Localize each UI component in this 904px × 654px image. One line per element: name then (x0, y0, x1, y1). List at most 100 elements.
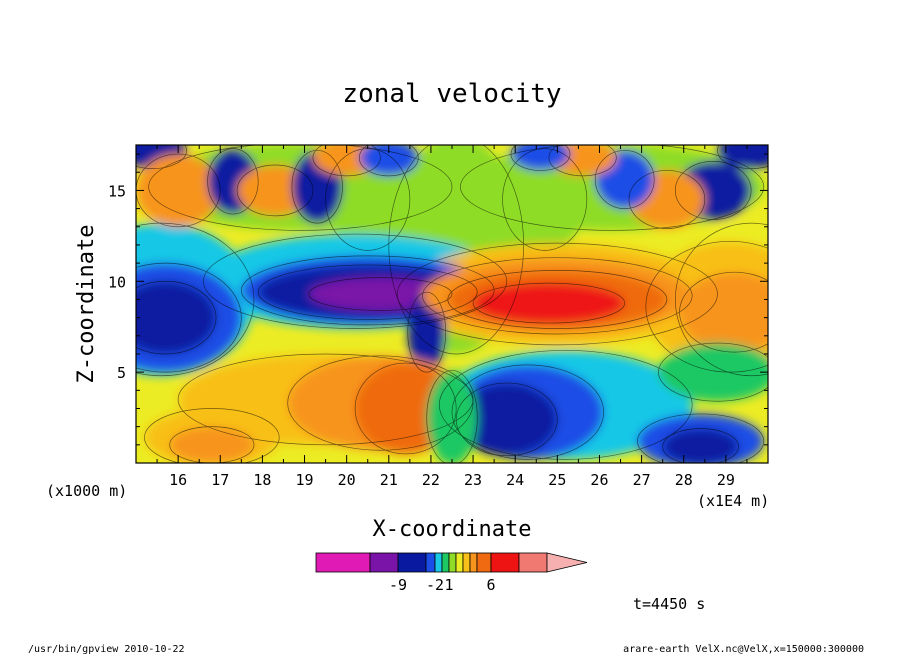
contour-lines (136, 145, 768, 463)
colorbar-label: -9 (389, 576, 407, 594)
contour-line (510, 145, 571, 171)
colorbar-segment (490, 552, 520, 573)
contour-line (426, 369, 478, 463)
time-label: t=4450 s (633, 595, 705, 613)
x-tick-label: 23 (464, 471, 482, 489)
y-axis: 5 10 15 (108, 153, 768, 446)
colorbar-segment (455, 552, 464, 573)
colorbar-label: 1 (444, 576, 453, 594)
contour-line (407, 291, 447, 373)
contour-line (136, 262, 242, 373)
contour-region (136, 281, 217, 354)
plot-area (136, 145, 768, 463)
contour-line (637, 413, 765, 463)
contour-region (679, 272, 768, 353)
contour-line (257, 264, 478, 320)
contour-region (473, 283, 625, 324)
contour-line (236, 164, 314, 217)
colorbar-segment (462, 552, 471, 573)
x-axis: 16 17 18 19 20 21 22 23 24 25 26 27 28 29 (156, 145, 748, 489)
x-unit-right: (x1E4 m) (697, 492, 769, 510)
colorbar-segment (448, 552, 457, 573)
contour-line (203, 233, 508, 329)
contour-region (717, 145, 768, 169)
x-tick-label: 29 (717, 471, 735, 489)
x-tick-label: 22 (422, 471, 440, 489)
contour-line (136, 145, 187, 169)
contour-line (136, 222, 255, 377)
x-tick-label: 25 (548, 471, 566, 489)
contour-line (645, 240, 768, 373)
y-axis-title: Z-coordinate (74, 225, 99, 384)
contour-line (422, 257, 693, 335)
contour-line (354, 362, 457, 455)
chart-title: zonal velocity (342, 79, 561, 109)
x-axis-title: X-coordinate (373, 517, 532, 542)
x-tick-label: 20 (338, 471, 356, 489)
colorbar-segment (369, 552, 399, 573)
colorbar: -9 -2 1 6 (315, 552, 588, 594)
x-tick-label: 26 (590, 471, 608, 489)
contour-line (136, 153, 221, 228)
colorbar-segment (441, 552, 450, 573)
colorbar-extend-arrow (546, 552, 588, 573)
contour-line (240, 255, 495, 326)
contour-line (144, 408, 280, 463)
contour-line (460, 145, 765, 231)
colorbar-segment (425, 552, 436, 573)
contour-line (548, 145, 617, 177)
y-tick-label: 15 (108, 182, 126, 200)
colorbar-segment (518, 552, 548, 573)
colorbar-label: 6 (486, 576, 495, 594)
colorbar-segment (434, 552, 443, 573)
contour-region (510, 145, 570, 171)
contour-line (502, 148, 588, 251)
contour-line (717, 145, 768, 169)
x-tick-label: 28 (675, 471, 693, 489)
x-tick-label: 27 (633, 471, 651, 489)
contour-line (312, 145, 381, 177)
contour-line (451, 364, 605, 460)
x-tick-label: 21 (380, 471, 398, 489)
contour-line (169, 426, 255, 463)
contour-line (455, 382, 558, 457)
contour-line (472, 282, 626, 324)
colorbar-segment (469, 552, 478, 573)
contour-line (447, 270, 668, 329)
contour-line (594, 150, 655, 209)
contour-line (308, 277, 453, 311)
contour-region (502, 148, 587, 251)
contour-region (456, 383, 558, 456)
contour-line (358, 145, 419, 177)
contour-line (287, 355, 474, 451)
contour-line (388, 145, 524, 355)
contour-line (207, 148, 259, 215)
colorbar-segment (476, 552, 492, 573)
x-tick-label: 17 (211, 471, 229, 489)
contour-line (148, 145, 453, 231)
contour-region (169, 426, 254, 463)
footer-right: arare-earth_VelX.nc@VelX,x=150000:300000 (623, 644, 864, 654)
y-tick-label: 10 (108, 273, 126, 291)
x-tick-label: 18 (253, 471, 271, 489)
colorbar-segment (397, 552, 427, 573)
contour-region (658, 343, 768, 402)
contour-line (291, 150, 343, 224)
x-unit-left: (x1000 m) (46, 482, 127, 500)
x-tick-label: 24 (506, 471, 524, 489)
x-tick-label: 19 (296, 471, 314, 489)
contour-line (396, 242, 718, 346)
x-tick-label: 16 (169, 471, 187, 489)
y-tick-label: 5 (117, 364, 126, 382)
contour-line (628, 170, 706, 229)
contour-line (136, 280, 217, 355)
contour-line (674, 222, 768, 377)
colorbar-segment (315, 552, 371, 573)
contour-line (662, 428, 739, 463)
contour-region (662, 428, 739, 463)
colorbar-label: -2 (426, 576, 444, 594)
footer-left: /usr/bin/gpview 2010-10-22 (28, 644, 185, 654)
contour-line (439, 349, 693, 460)
contour-line (674, 161, 752, 220)
